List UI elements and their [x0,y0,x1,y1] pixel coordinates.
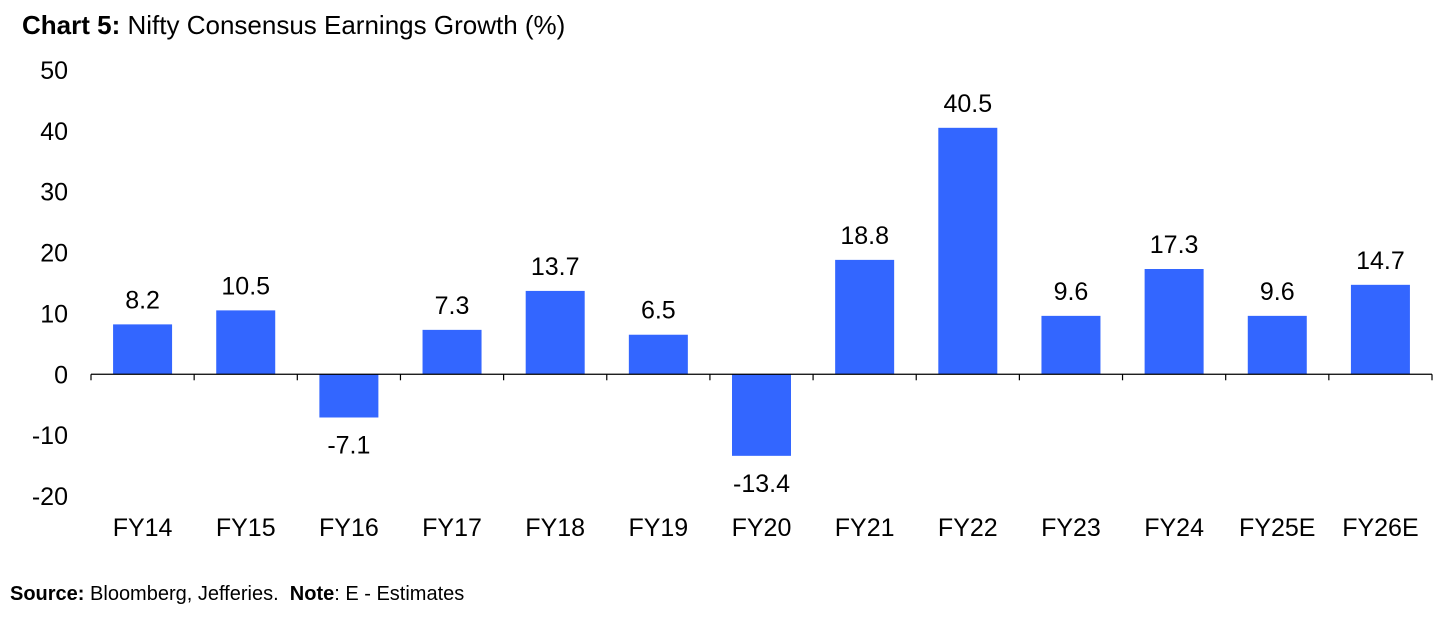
category-label: FY19 [628,514,688,542]
y-tick-label: 50 [40,57,68,85]
bar [525,290,585,375]
category-labels: FY14 FY15 FY16 FY17 FY18 FY19 FY20 FY21 FY22 FY23… [113,514,1419,542]
source-label: Source: [10,583,85,605]
x-axis [90,373,1433,381]
source-text: Bloomberg, Jefferies. [90,583,279,605]
bar [1350,284,1410,375]
bar [319,374,379,418]
y-tick-label: 40 [40,118,68,146]
category-label: FY15 [216,514,276,542]
category-label: FY20 [732,514,792,542]
category-label: FY17 [422,514,482,542]
bar [422,329,482,375]
y-axis-ticks: 50 40 30 20 10 0 -10 -20 [32,57,68,511]
note-text: : E - Estimates [334,583,465,605]
category-label: FY22 [938,514,998,542]
data-label: 18.8 [840,222,889,250]
category-label: FY14 [113,514,173,542]
bar [216,310,276,375]
bar [732,374,791,456]
category-label: FY18 [525,514,585,542]
y-tick-label: 30 [40,179,68,207]
category-label: FY16 [319,514,379,542]
data-label: 10.5 [221,272,270,300]
bar [1041,315,1101,375]
bar [1247,315,1307,375]
bar [835,259,895,375]
data-label: 14.7 [1356,247,1405,275]
data-label: 40.5 [943,90,992,118]
data-label: 9.6 [1260,278,1295,306]
data-label: -7.1 [327,431,370,459]
data-labels: 8.2 10.5 -7.1 7.3 13.7 6.5 -13.4 18.8 40.5 9.6 17.… [125,90,1405,498]
data-label: 13.7 [531,253,580,281]
bar [1144,269,1204,375]
bar [628,334,688,375]
data-label: 8.2 [125,286,160,314]
data-label: 7.3 [435,292,470,320]
bars [113,127,1410,456]
category-label: FY24 [1144,514,1204,542]
note-label: Note [289,583,335,605]
bar [938,127,998,375]
category-label: FY21 [835,514,895,542]
y-tick-label: 0 [54,361,68,389]
data-label: 6.5 [641,297,676,325]
bar-chart: 50 40 30 20 10 0 -10 -20 8.2 10.5 -7.1 7.3 13.7 6.5 -… [32,57,1433,542]
data-label: 9.6 [1054,278,1089,306]
y-tick-label: -10 [32,422,68,450]
source-note: Source: Bloomberg, Jefferies. Note: E - … [10,583,464,606]
category-label: FY25E [1239,514,1315,542]
y-tick-label: 10 [40,300,68,328]
chart-title-text: Nifty Consensus Earnings Growth (%) [127,10,566,40]
y-tick-label: -20 [32,483,68,511]
category-label: FY23 [1041,514,1101,542]
data-label: 17.3 [1150,231,1199,259]
bar [113,324,173,375]
chart-title: Chart 5: Nifty Consensus Earnings Growth… [22,10,565,41]
y-tick-label: 20 [40,240,68,268]
category-label: FY26E [1342,514,1418,542]
data-label: -13.4 [733,470,790,498]
chart-title-prefix: Chart 5: [22,10,121,40]
